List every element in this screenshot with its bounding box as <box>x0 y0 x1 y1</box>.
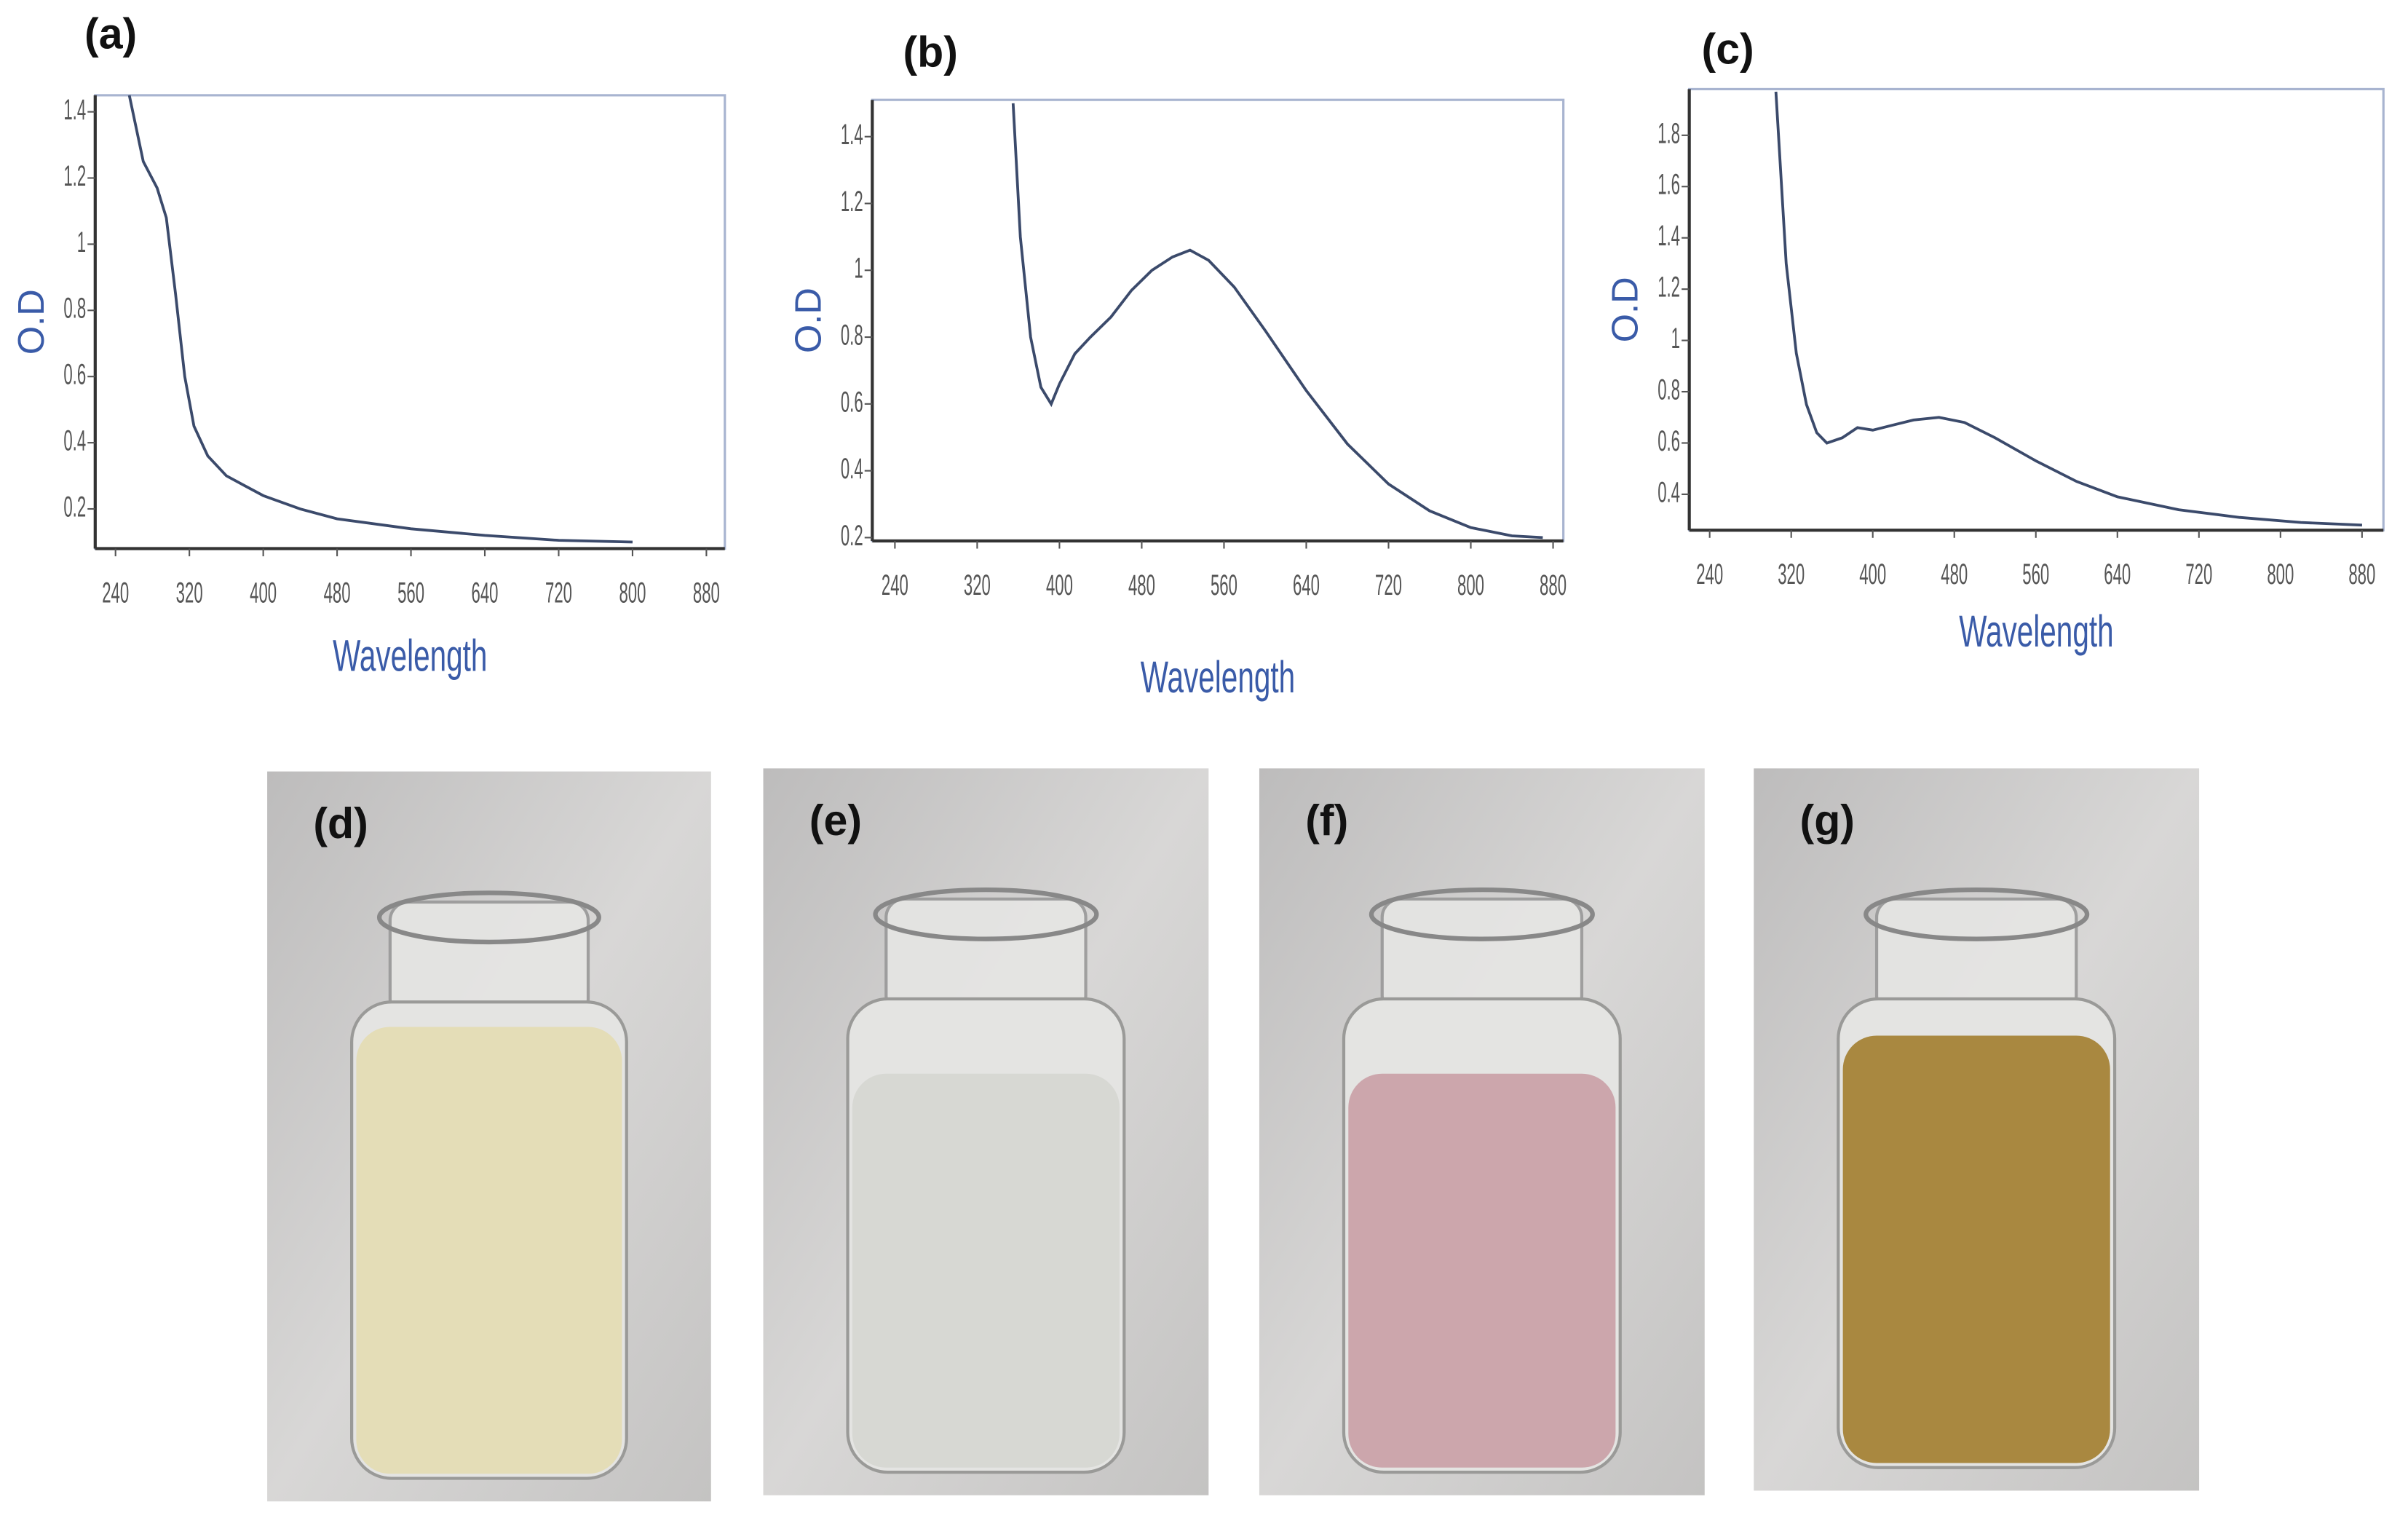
x-tick-label: 560 <box>397 577 424 609</box>
x-tick-label: 240 <box>102 577 129 609</box>
y-tick-label: 0.6 <box>63 358 86 390</box>
photo-label: (d) <box>313 799 368 847</box>
x-tick-label: 720 <box>545 577 572 609</box>
vial-liquid <box>1842 1035 2110 1463</box>
panel-label: (c) <box>1702 25 1754 73</box>
y-tick-label: 1.2 <box>841 185 863 217</box>
x-tick-label: 400 <box>1859 558 1886 590</box>
y-tick-label: 1 <box>77 226 86 258</box>
y-tick-label: 0.4 <box>841 452 863 484</box>
panel-label: (b) <box>903 28 957 76</box>
y-tick-label: 0.8 <box>63 292 86 324</box>
photo-label: (e) <box>809 796 862 845</box>
vial-liquid <box>852 1073 1120 1468</box>
y-axis-label: O.D <box>10 289 52 355</box>
data-line <box>1011 103 1543 539</box>
plot-frame <box>1688 87 2385 531</box>
y-axis-label: O.D <box>1604 277 1646 342</box>
x-axis-label: Wavelength <box>333 630 487 680</box>
vial-rim <box>1369 887 1595 941</box>
y-tick-label: 0.6 <box>841 385 863 417</box>
vial-rim <box>1864 887 2090 941</box>
x-tick-label: 560 <box>2022 558 2049 590</box>
x-tick-label: 880 <box>2348 558 2375 590</box>
y-tick-label: 0.8 <box>841 319 863 351</box>
vial-liquid <box>356 1027 622 1474</box>
panel-label: (a) <box>84 9 137 58</box>
x-tick-label: 880 <box>1540 569 1567 601</box>
y-tick-label: 1 <box>1671 322 1680 354</box>
y-tick-label: 0.8 <box>1658 373 1680 406</box>
vial-neck <box>388 900 590 1019</box>
y-tick-label: 1.8 <box>1658 116 1680 149</box>
x-tick-label: 240 <box>882 569 908 601</box>
y-tick-label: 1.4 <box>1658 219 1680 251</box>
x-tick-label: 720 <box>2185 558 2212 590</box>
photo-label: (g) <box>1800 796 1855 845</box>
y-tick-label: 1.6 <box>1658 168 1680 200</box>
data-line <box>1774 91 2363 527</box>
y-tick-label: 1.2 <box>63 159 86 191</box>
y-tick-label: 0.6 <box>1658 424 1680 456</box>
vial-neck <box>884 897 1088 1016</box>
vial-neck <box>1380 897 1584 1016</box>
x-tick-label: 560 <box>1211 569 1237 601</box>
vial-rim <box>376 890 601 945</box>
x-tick-label: 240 <box>1696 558 1723 590</box>
y-tick-label: 0.2 <box>63 491 86 523</box>
y-axis-label: O.D <box>787 288 828 353</box>
x-tick-label: 800 <box>1457 569 1484 601</box>
x-tick-label: 720 <box>1375 569 1402 601</box>
x-tick-label: 800 <box>619 577 646 609</box>
data-line <box>127 95 633 544</box>
x-tick-label: 480 <box>1941 558 1968 590</box>
x-tick-label: 400 <box>1046 569 1073 601</box>
y-tick-label: 0.4 <box>63 424 86 456</box>
y-tick-label: 0.4 <box>1658 476 1680 508</box>
x-tick-label: 320 <box>964 569 991 601</box>
y-tick-label: 1.4 <box>63 93 86 125</box>
plot-frame <box>871 98 1565 542</box>
y-tick-label: 1.2 <box>1658 271 1680 303</box>
x-tick-label: 800 <box>2267 558 2294 590</box>
y-tick-label: 1.4 <box>841 118 863 150</box>
x-tick-label: 480 <box>1128 569 1155 601</box>
x-tick-label: 320 <box>176 577 203 609</box>
x-tick-label: 640 <box>472 577 499 609</box>
y-tick-label: 0.2 <box>841 519 863 551</box>
x-tick-label: 400 <box>250 577 277 609</box>
x-tick-label: 880 <box>693 577 720 609</box>
y-tick-label: 1 <box>854 252 863 284</box>
vial-liquid <box>1348 1073 1616 1468</box>
x-axis-label: Wavelength <box>1959 606 2113 655</box>
x-tick-label: 640 <box>1293 569 1320 601</box>
x-tick-label: 320 <box>1778 558 1805 590</box>
x-axis-label: Wavelength <box>1141 652 1295 702</box>
vial-rim <box>873 887 1099 941</box>
vial-neck <box>1874 897 2078 1016</box>
photo-label: (f) <box>1305 796 1348 845</box>
x-tick-label: 640 <box>2104 558 2131 590</box>
x-tick-label: 480 <box>324 577 351 609</box>
plot-frame <box>94 94 726 550</box>
